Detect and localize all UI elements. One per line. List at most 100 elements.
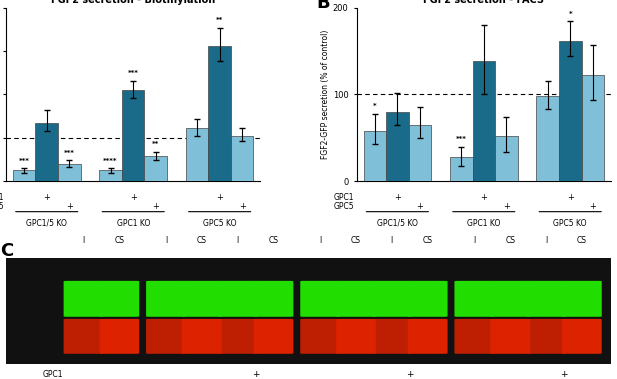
Text: +: + [252,370,259,379]
Text: GPC1: GPC1 [0,193,4,202]
Y-axis label: FGF2-GFP secretion (% of control): FGF2-GFP secretion (% of control) [321,30,330,159]
FancyBboxPatch shape [64,281,104,317]
Text: *: * [568,11,572,17]
FancyBboxPatch shape [182,281,222,317]
Text: ***: *** [64,150,75,156]
Text: +: + [152,202,159,211]
Title: FGF2 secretion - FACS: FGF2 secretion - FACS [423,0,544,5]
Text: GPC1/5 KO: GPC1/5 KO [377,219,418,228]
Bar [473,61,495,181]
Text: +: + [43,193,50,202]
Bar [144,156,167,181]
Title: FGF2 secretion - Biotinylation: FGF2 secretion - Biotinylation [51,0,215,5]
Text: CS: CS [114,236,125,246]
FancyBboxPatch shape [64,319,104,354]
FancyBboxPatch shape [408,319,447,354]
Text: I: I [473,236,476,246]
Text: +: + [394,193,401,202]
Text: CS: CS [505,236,515,246]
Text: I: I [236,236,239,246]
Text: I: I [319,236,321,246]
Text: +: + [560,370,568,379]
FancyBboxPatch shape [336,319,376,354]
Bar [58,164,81,181]
FancyBboxPatch shape [491,319,530,354]
Text: I: I [82,236,85,246]
Bar [450,157,473,181]
Bar [186,128,209,181]
Text: CS: CS [423,236,433,246]
FancyBboxPatch shape [254,281,294,317]
Text: GPC5 KO: GPC5 KO [203,219,236,228]
Bar [386,112,408,181]
Text: **: ** [152,141,159,147]
FancyBboxPatch shape [99,281,139,317]
Text: ****: **** [104,158,118,164]
Text: GPC5 KO: GPC5 KO [553,219,587,228]
Bar [536,96,559,181]
Bar [13,171,36,181]
Text: +: + [130,193,136,202]
FancyBboxPatch shape [372,319,412,354]
FancyBboxPatch shape [455,319,494,354]
Text: +: + [503,202,510,211]
Text: +: + [406,370,413,379]
FancyBboxPatch shape [218,319,257,354]
Text: ***: *** [128,70,139,76]
Text: B: B [316,0,329,12]
Text: +: + [481,193,487,202]
Text: +: + [66,202,73,211]
Text: *: * [373,103,376,109]
FancyBboxPatch shape [99,319,139,354]
FancyBboxPatch shape [182,319,222,354]
FancyBboxPatch shape [146,319,186,354]
Text: +: + [239,202,246,211]
Bar [209,46,231,181]
Text: +: + [589,202,596,211]
FancyBboxPatch shape [526,319,566,354]
Text: CS: CS [351,236,361,246]
Text: ***: *** [456,136,466,142]
Bar [99,171,122,181]
Text: GPC1: GPC1 [334,193,355,202]
Text: CS: CS [577,236,587,246]
FancyBboxPatch shape [146,281,186,317]
Text: I: I [391,236,393,246]
Bar [581,75,604,181]
Bar [231,136,254,181]
Text: GPC1: GPC1 [43,370,64,379]
Text: GPC1 KO: GPC1 KO [117,219,150,228]
FancyBboxPatch shape [336,281,376,317]
FancyBboxPatch shape [562,281,602,317]
FancyBboxPatch shape [491,281,530,317]
FancyBboxPatch shape [300,319,340,354]
Text: GPC5: GPC5 [0,202,4,211]
FancyBboxPatch shape [455,281,494,317]
Text: +: + [567,193,574,202]
Text: ***: *** [19,158,30,164]
Text: +: + [416,202,423,211]
Bar [363,131,386,181]
Text: CS: CS [268,236,278,246]
Bar [36,123,58,181]
FancyBboxPatch shape [254,319,294,354]
FancyBboxPatch shape [300,281,340,317]
FancyBboxPatch shape [218,281,257,317]
Text: GPC1 KO: GPC1 KO [467,219,500,228]
Text: C: C [0,242,14,260]
Text: GPC1/5 KO: GPC1/5 KO [27,219,67,228]
Text: +: + [216,193,223,202]
FancyBboxPatch shape [526,281,566,317]
Bar [559,41,581,181]
Text: **: ** [216,17,223,23]
FancyBboxPatch shape [408,281,447,317]
Text: CS: CS [197,236,207,246]
Text: I: I [165,236,167,246]
Bar [408,125,431,181]
Text: I: I [545,236,547,246]
FancyBboxPatch shape [562,319,602,354]
Bar [495,136,518,181]
Text: GPC5: GPC5 [334,202,355,211]
Bar [122,90,144,181]
FancyBboxPatch shape [372,281,412,317]
